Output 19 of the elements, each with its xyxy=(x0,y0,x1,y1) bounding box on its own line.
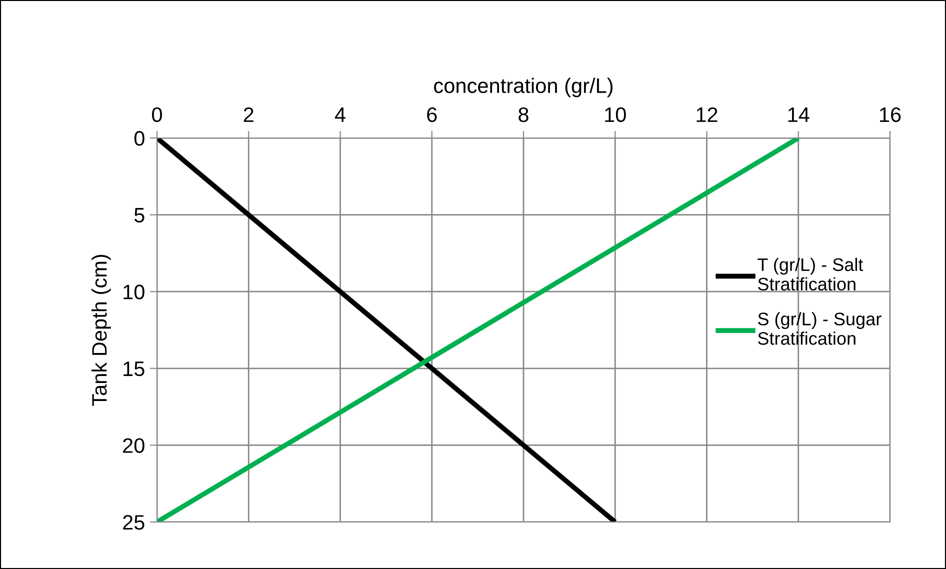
x-tick-label: 16 xyxy=(880,107,901,122)
x-tick-label: 12 xyxy=(696,107,718,122)
x-axis-title: concentration (gr/L) xyxy=(434,78,613,98)
y-tick-label: 25 xyxy=(123,515,144,530)
x-tick-label: 10 xyxy=(605,107,626,122)
x-tick-label: 2 xyxy=(244,107,254,122)
y-tick-label: 20 xyxy=(123,438,144,453)
legend-label: T (gr/L) - Salt Stratification xyxy=(758,258,864,291)
legend-label: S (gr/L) - Sugar Stratification xyxy=(758,312,882,345)
x-tick-label: 4 xyxy=(334,108,346,122)
y-tick-label: 15 xyxy=(124,362,144,376)
y-axis-title: Tank Depth (cm) xyxy=(91,254,111,406)
y-tick-label: 0 xyxy=(134,131,144,146)
x-tick-label: 0 xyxy=(152,107,162,122)
x-tick-label: 8 xyxy=(518,107,528,122)
y-tick-label: 10 xyxy=(124,284,144,300)
y-tick-label: 5 xyxy=(134,208,144,223)
x-tick-label: 14 xyxy=(788,108,810,122)
x-tick-label: 6 xyxy=(427,107,437,122)
